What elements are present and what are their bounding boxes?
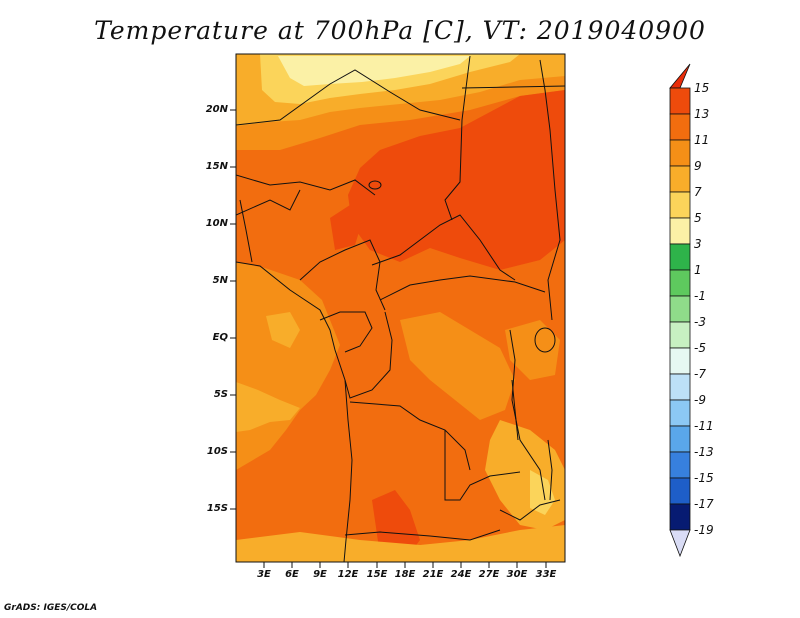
colorbar-label-minus3: -3 [694, 315, 706, 329]
map-frame [235, 53, 566, 563]
colorbar-label-minus9: -9 [694, 393, 706, 407]
colorbar-label-3: 3 [694, 237, 702, 251]
lon-label-3e: 3E [257, 569, 271, 580]
boundary-chad-sudan [461, 85, 565, 89]
boundary-angola-south [344, 529, 501, 541]
colorbar-label-9: 9 [694, 159, 702, 173]
chart-title: Temperature at 700hPa [C], VT: 201904090… [94, 16, 706, 45]
colorbar-top-arrow [669, 63, 691, 89]
lon-label-33e: 33E [535, 569, 557, 580]
colorbar-label-minus1: -1 [694, 289, 706, 303]
field-equator-patch [266, 312, 300, 348]
lat-label-10n: 10N [205, 218, 228, 229]
temperature-field [236, 54, 565, 562]
colorbar-swatch [669, 269, 691, 297]
colorbar-label-1: 1 [694, 263, 702, 277]
field-hot-core-west [330, 205, 362, 250]
boundary-nigeria-cameroon [299, 239, 386, 311]
lon-label-24e: 24E [450, 569, 472, 580]
colorbar-swatch [669, 347, 691, 375]
lat-label-15s: 15S [206, 503, 228, 514]
boundary-niger-nigeria [236, 174, 376, 196]
boundary-congo-drc [344, 311, 393, 399]
colorbar-label-minus17: -17 [694, 497, 714, 511]
lake-tanganyika [511, 379, 519, 441]
lon-label-6e: 6E [285, 569, 299, 580]
lon-label-30e: 30E [506, 569, 528, 580]
colorbar-swatch [669, 191, 691, 219]
colorbar-label-minus7: -7 [694, 367, 706, 381]
field-hot-core-north [348, 90, 565, 270]
field-south-band [236, 525, 565, 562]
boundary-east-2 [539, 59, 561, 321]
boundary-gabon [319, 311, 373, 353]
lake-chad [368, 180, 382, 190]
lon-label-27e: 27E [478, 569, 500, 580]
colorbar-label-minus13: -13 [694, 445, 714, 459]
field-west-yellow-patch [236, 382, 300, 432]
lon-label-21e: 21E [422, 569, 444, 580]
lat-label-10s: 10S [206, 446, 228, 457]
field-east-upper-orange [505, 320, 560, 380]
colorbar-swatch [669, 139, 691, 167]
field-north-cream [278, 56, 470, 86]
boundary-north-1 [236, 69, 461, 126]
colorbar-swatch [669, 217, 691, 245]
lon-label-12e: 12E [337, 569, 359, 580]
colorbar-swatch [669, 243, 691, 271]
lon-label-18e: 18E [394, 569, 416, 580]
lat-label-5n: 5N [212, 275, 228, 286]
boundary-burkina [236, 189, 301, 216]
country-boundaries [236, 55, 565, 562]
boundary-west-coast [236, 261, 353, 562]
colorbar-swatch [669, 477, 691, 505]
colorbar-label-15: 15 [694, 81, 710, 95]
colorbar-swatch [669, 373, 691, 401]
lat-label-15n: 15N [205, 161, 228, 172]
boundary-ghana-togo [239, 199, 253, 263]
boundary-mozambique [499, 499, 561, 521]
colorbar [669, 63, 691, 558]
field-east-lightyellow [530, 470, 555, 515]
boundary-car [371, 214, 516, 281]
colorbar-bottom-arrow [669, 529, 691, 558]
lon-ticks [263, 562, 547, 568]
colorbar-label-7: 7 [694, 185, 702, 199]
colorbar-swatch [669, 321, 691, 349]
lat-label-5s: 5S [213, 389, 228, 400]
colorbar-swatch [669, 425, 691, 453]
lake-victoria [534, 327, 556, 353]
colorbar-label-13: 13 [694, 107, 710, 121]
boundary-angola-drc [349, 401, 471, 471]
colorbar-label-11: 11 [694, 133, 710, 147]
lat-label-eq: EQ [212, 332, 228, 343]
credit-text: GrADS: IGES/COLA [4, 603, 98, 613]
field-central-orange [400, 312, 515, 420]
boundary-angola-zambia [444, 430, 521, 501]
colorbar-label-minus15: -15 [694, 471, 714, 485]
lakes [368, 180, 556, 501]
colorbar-label-minus11: -11 [694, 419, 714, 433]
colorbar-swatch [669, 113, 691, 141]
colorbar-label-5: 5 [694, 211, 702, 225]
colorbar-swatch [669, 451, 691, 479]
colorbar-swatch [669, 399, 691, 427]
lat-ticks [230, 109, 236, 510]
colorbar-label-minus19: -19 [694, 523, 714, 537]
colorbar-swatch [669, 87, 691, 115]
colorbar-swatch [669, 503, 691, 531]
boundary-car-drc [379, 275, 546, 301]
lake-malawi [547, 439, 553, 501]
lon-label-15e: 15E [366, 569, 388, 580]
lat-label-20n: 20N [205, 104, 228, 115]
colorbar-swatch [669, 295, 691, 323]
lon-label-9e: 9E [313, 569, 327, 580]
colorbar-swatch [669, 165, 691, 193]
colorbar-label-minus5: -5 [694, 341, 706, 355]
boundary-north-2 [444, 55, 471, 221]
